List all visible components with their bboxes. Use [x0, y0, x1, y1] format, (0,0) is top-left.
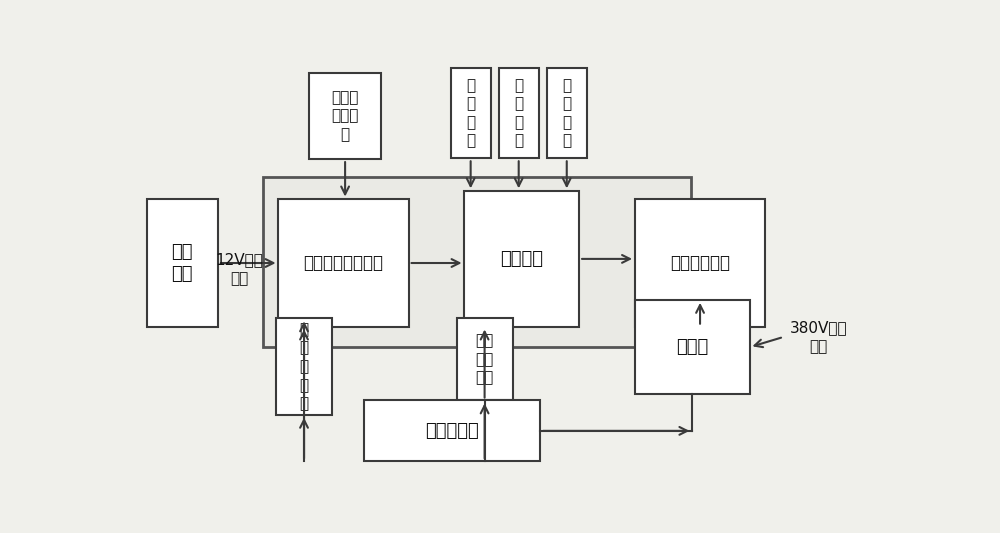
Bar — [276, 318, 332, 415]
Bar — [263, 177, 691, 347]
Text: 温
控
指
示: 温 控 指 示 — [514, 78, 523, 149]
Bar — [147, 199, 218, 327]
Text: 紧
停
指
示: 紧 停 指 示 — [562, 78, 571, 149]
Bar — [309, 73, 381, 159]
Text: 电源
模块: 电源 模块 — [172, 243, 193, 283]
Bar — [547, 68, 587, 158]
Bar — [635, 300, 750, 394]
Text: 接触器: 接触器 — [676, 338, 708, 356]
Bar — [635, 199, 765, 327]
Text: 控制模块: 控制模块 — [500, 250, 543, 268]
Bar — [464, 191, 579, 327]
Text: 环境温
度传感
器: 环境温 度传感 器 — [331, 90, 359, 142]
Bar — [457, 318, 512, 400]
Text: 油
温
传
感
器: 油 温 传 感 器 — [299, 322, 309, 411]
Bar — [278, 199, 409, 327]
Text: 压
控
指
示: 压 控 指 示 — [466, 78, 475, 149]
Bar — [364, 400, 540, 461]
Text: 综合执行模块: 综合执行模块 — [670, 254, 730, 272]
Text: 压缩机总成: 压缩机总成 — [425, 422, 479, 440]
Bar — [499, 68, 539, 158]
Text: 380V交流
电源: 380V交流 电源 — [790, 320, 848, 354]
Text: 压力
控制
信号: 压力 控制 信号 — [475, 333, 494, 385]
Text: 温差无缝跟踪模块: 温差无缝跟踪模块 — [304, 254, 384, 272]
Bar — [450, 68, 491, 158]
Text: 12V直流
电源: 12V直流 电源 — [216, 252, 264, 286]
